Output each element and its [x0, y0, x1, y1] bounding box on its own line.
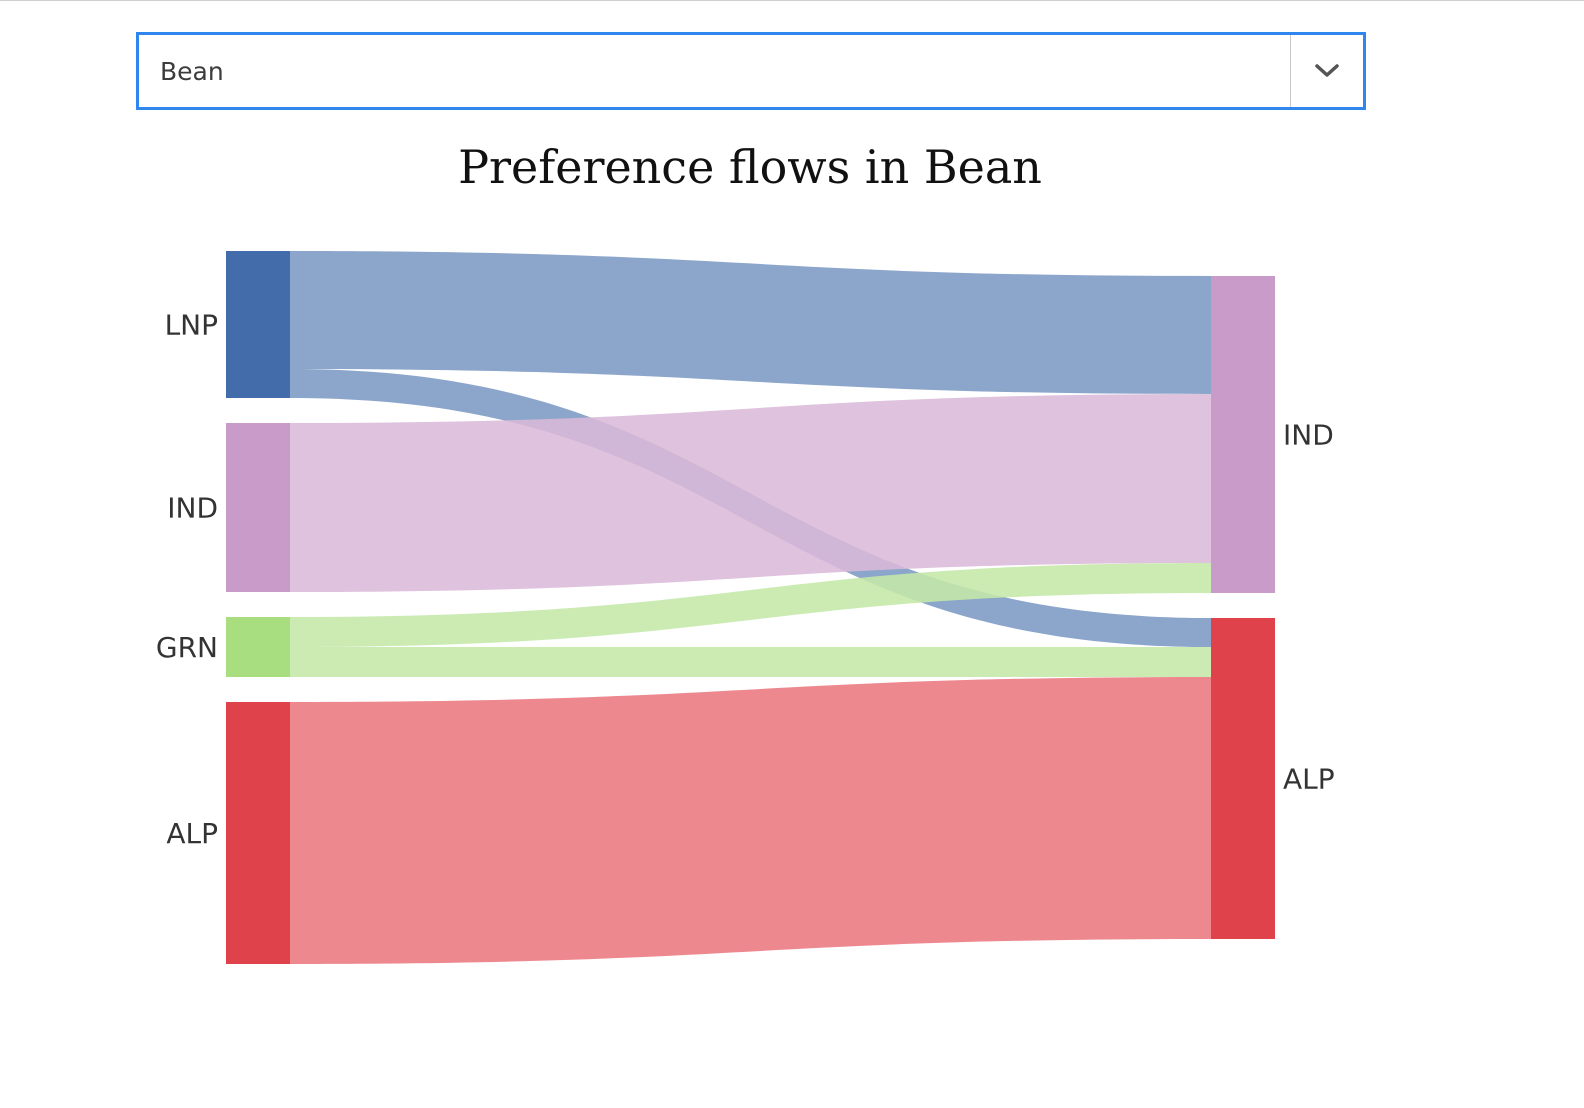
electorate-select-value: Bean: [160, 56, 224, 86]
target-node-ind: [1211, 276, 1275, 593]
source-label-alp: ALP: [166, 817, 218, 850]
link-ind-to-ind: [290, 394, 1211, 592]
link-lnp-to-ind: [290, 251, 1211, 394]
source-label-grn: GRN: [156, 631, 218, 664]
target-label-alp: ALP: [1283, 763, 1335, 796]
target-node-alp: [1211, 618, 1275, 939]
source-node-alp: [226, 702, 290, 964]
link-alp-to-alp: [290, 677, 1211, 964]
chevron-down-icon[interactable]: [1291, 35, 1363, 107]
source-node-ind: [226, 423, 290, 592]
chart-title: Preference flows in Bean: [458, 140, 1042, 194]
link-grn-to-ind: [290, 563, 1211, 647]
source-label-lnp: LNP: [165, 309, 218, 342]
source-node-lnp: [226, 251, 290, 398]
link-grn-to-alp: [290, 647, 1211, 677]
target-label-ind: IND: [1283, 419, 1334, 452]
select-divider: [1290, 35, 1291, 107]
top-rule: [0, 0, 1584, 1]
electorate-select[interactable]: Bean: [136, 32, 1366, 110]
source-node-grn: [226, 617, 290, 677]
source-label-ind: IND: [167, 492, 218, 525]
